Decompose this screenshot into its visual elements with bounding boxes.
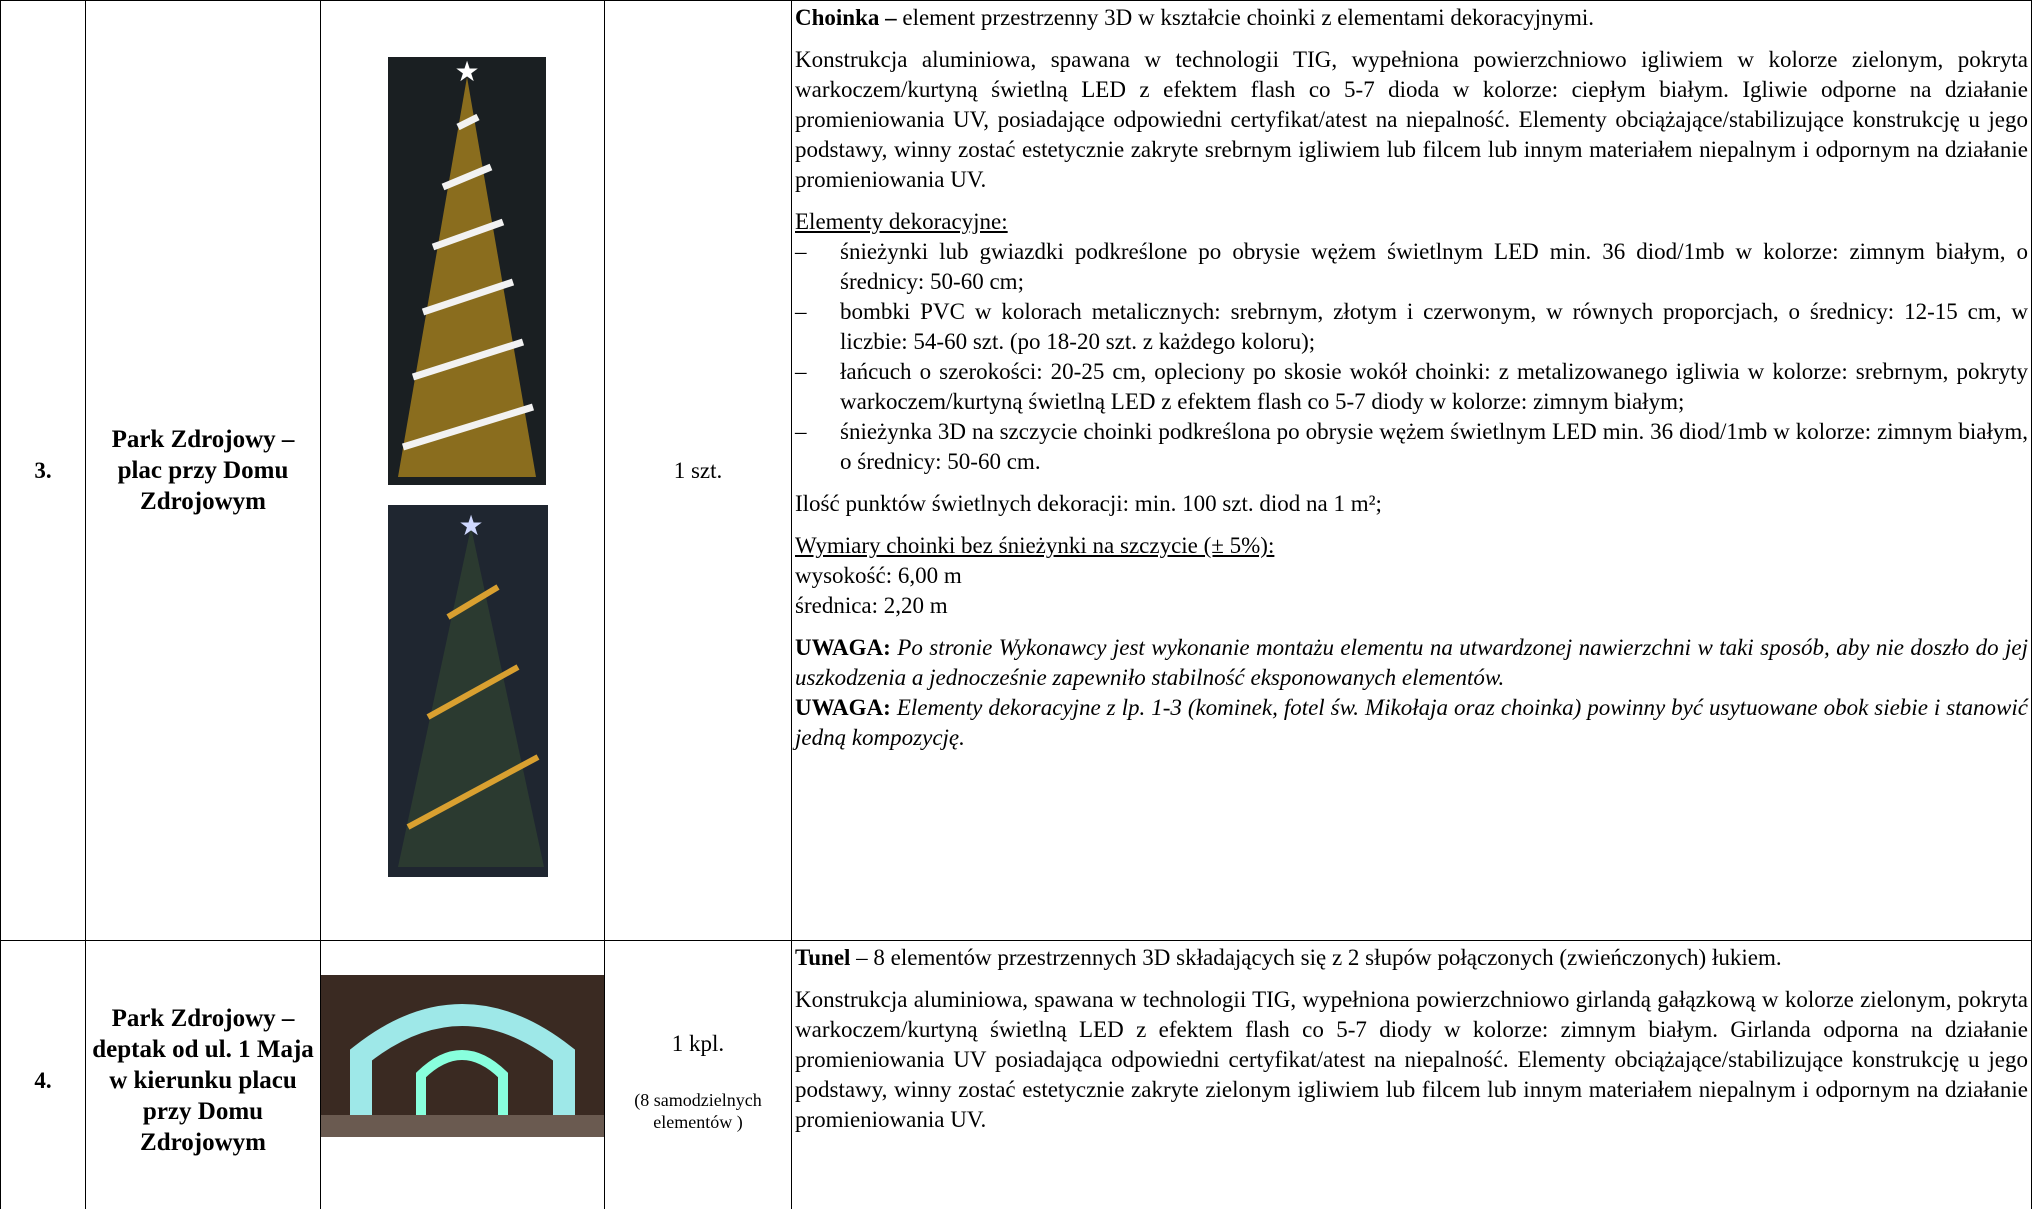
paragraph: Tunel – 8 elementów przestrzennych 3D sk… <box>795 943 2028 973</box>
row-number: 4. <box>0 940 86 1209</box>
description: Tunel – 8 elementów przestrzennych 3D sk… <box>791 940 2032 1209</box>
list-item: śnieżynki lub gwiazdki podkreślone po ob… <box>795 237 2028 297</box>
images-cell <box>320 940 605 1209</box>
paragraph: Elementy dekoracyjne: śnieżynki lub gwiaz… <box>795 207 2028 477</box>
text: – 8 elementów przestrzennych 3D składają… <box>850 945 1782 970</box>
table-row: 3. Park Zdrojowy – plac przy Domu Zdrojo… <box>0 0 2032 941</box>
paragraph: Ilość punktów świetlnych dekoracji: min.… <box>795 489 2028 519</box>
note-text: Po stronie Wykonawcy jest wykonanie mont… <box>795 635 2028 690</box>
text: element przestrzenny 3D w kształcie choi… <box>896 5 1595 30</box>
quantity-note: (8 samodzielnych elementów ) <box>634 1089 762 1132</box>
tree-photos: ★ ★ <box>387 56 554 877</box>
subheading: Elementy dekoracyjne: <box>795 209 1008 234</box>
line: wysokość: 6,00 m <box>795 563 962 588</box>
subheading: Wymiary choinki bez śnieżynki na szczyci… <box>795 533 1275 558</box>
description: Choinka – element przestrzenny 3D w kszt… <box>791 0 2032 941</box>
images-cell: ★ ★ <box>320 0 605 941</box>
location: Park Zdrojowy – plac przy Domu Zdrojowym <box>85 0 321 941</box>
row-number: 3. <box>0 0 86 941</box>
lead: Tunel <box>795 945 851 970</box>
note-text: Elementy dekoracyjne z lp. 1-3 (kominek,… <box>795 695 2028 750</box>
svg-text:★: ★ <box>454 57 479 88</box>
location: Park Zdrojowy – deptak od ul. 1 Maja w k… <box>85 940 321 1209</box>
list-item: bombki PVC w kolorach metalicznych: sreb… <box>795 297 2028 357</box>
note-lead: UWAGA: <box>795 695 891 720</box>
text: Ilość punktów świetlnych dekoracji: min.… <box>795 491 1382 516</box>
paragraph: Konstrukcja aluminiowa, spawana w techno… <box>795 985 2028 1135</box>
text: Konstrukcja aluminiowa, spawana w techno… <box>795 987 2028 1132</box>
paragraph: UWAGA: Po stronie Wykonawcy jest wykonan… <box>795 633 2028 753</box>
svg-text:★: ★ <box>458 511 483 542</box>
note-lead: UWAGA: <box>795 635 891 660</box>
quantity: 1 szt. <box>673 457 723 483</box>
lead: Choinka – <box>795 5 897 30</box>
quantity: 1 kpl. <box>671 1030 725 1056</box>
quantity-cell: 1 szt. <box>604 0 792 941</box>
note: UWAGA: Po stronie Wykonawcy jest wykonan… <box>795 633 2028 693</box>
list-item: łańcuch o szerokości: 20-25 cm, oplecion… <box>795 357 2028 417</box>
note: UWAGA: Elementy dekoracyjne z lp. 1-3 (k… <box>795 693 2028 753</box>
line: średnica: 2,20 m <box>795 593 948 618</box>
tunnel-photo <box>321 975 604 1137</box>
list-item: śnieżynka 3D na szczycie choinki podkreś… <box>795 417 2028 477</box>
paragraph: Choinka – element przestrzenny 3D w kszt… <box>795 3 2028 33</box>
quantity-cell: 1 kpl. (8 samodzielnych elementów ) <box>604 940 792 1209</box>
table-row: 4. Park Zdrojowy – deptak od ul. 1 Maja … <box>0 940 2032 1209</box>
paragraph: Wymiary choinki bez śnieżynki na szczyci… <box>795 531 2028 621</box>
text: Konstrukcja aluminiowa, spawana w techno… <box>795 47 2028 192</box>
paragraph: Konstrukcja aluminiowa, spawana w techno… <box>795 45 2028 195</box>
